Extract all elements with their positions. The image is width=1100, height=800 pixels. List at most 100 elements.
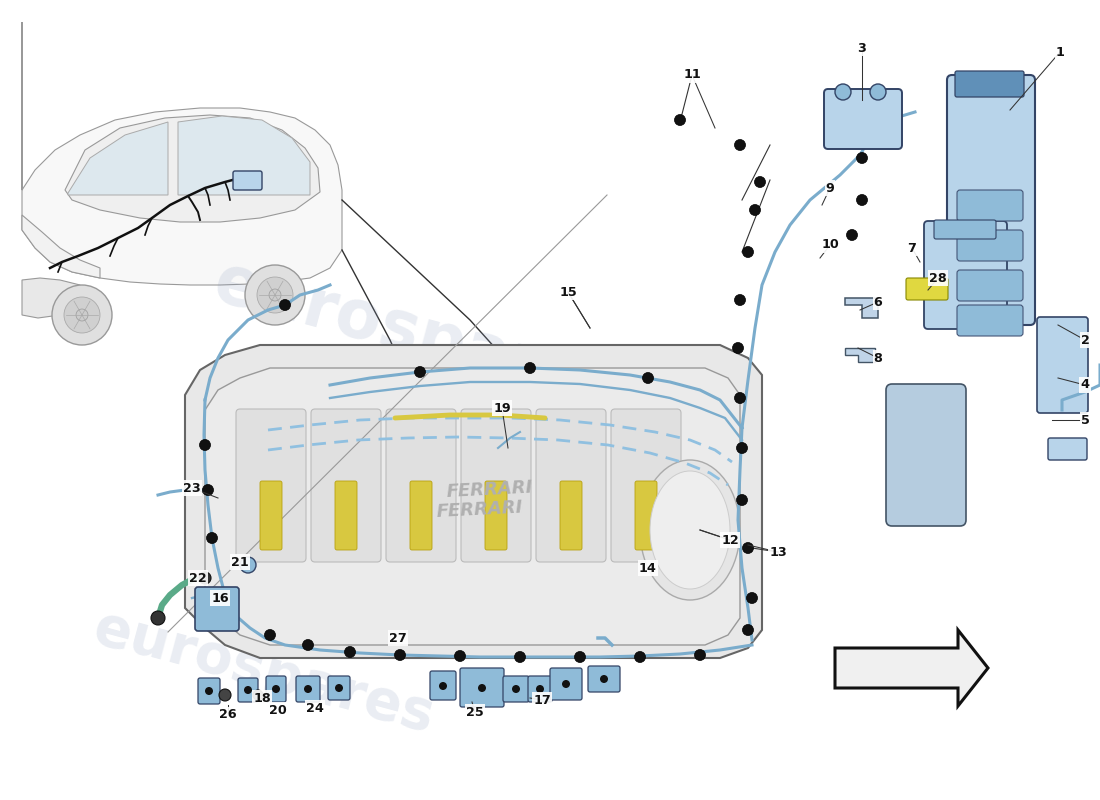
Circle shape <box>478 684 486 692</box>
Circle shape <box>199 572 211 584</box>
Circle shape <box>512 685 520 693</box>
Polygon shape <box>65 115 320 222</box>
Circle shape <box>207 533 218 543</box>
Circle shape <box>302 639 313 650</box>
FancyBboxPatch shape <box>957 190 1023 221</box>
Text: 18: 18 <box>253 691 271 705</box>
FancyBboxPatch shape <box>957 305 1023 336</box>
FancyBboxPatch shape <box>503 676 529 702</box>
Polygon shape <box>185 345 762 658</box>
Circle shape <box>847 230 858 241</box>
Text: eurospares: eurospares <box>88 601 440 743</box>
FancyBboxPatch shape <box>260 481 282 550</box>
Circle shape <box>835 84 851 100</box>
FancyBboxPatch shape <box>560 481 582 550</box>
FancyBboxPatch shape <box>588 666 620 692</box>
Circle shape <box>635 651 646 662</box>
Circle shape <box>515 651 526 662</box>
FancyBboxPatch shape <box>1048 438 1087 460</box>
Circle shape <box>336 684 343 692</box>
FancyBboxPatch shape <box>238 678 258 702</box>
FancyBboxPatch shape <box>266 676 286 702</box>
Text: 15: 15 <box>559 286 576 298</box>
Circle shape <box>272 685 280 693</box>
FancyBboxPatch shape <box>485 481 507 550</box>
Text: 6: 6 <box>873 295 882 309</box>
Circle shape <box>857 153 868 163</box>
Text: 7: 7 <box>908 242 916 254</box>
Text: 23: 23 <box>183 482 201 494</box>
Text: 10: 10 <box>821 238 839 251</box>
Text: 25: 25 <box>466 706 484 718</box>
FancyBboxPatch shape <box>906 278 948 300</box>
Circle shape <box>240 557 256 573</box>
Circle shape <box>245 265 305 325</box>
Circle shape <box>737 494 748 506</box>
Circle shape <box>694 650 705 661</box>
Circle shape <box>205 687 213 695</box>
Text: 12: 12 <box>722 534 739 546</box>
FancyBboxPatch shape <box>296 676 320 702</box>
FancyBboxPatch shape <box>824 89 902 149</box>
Polygon shape <box>22 22 342 285</box>
Circle shape <box>64 297 100 333</box>
Circle shape <box>244 686 252 694</box>
Circle shape <box>304 685 312 693</box>
Text: eurospares: eurospares <box>206 474 630 646</box>
Text: 21: 21 <box>231 555 249 569</box>
Text: 5: 5 <box>1080 414 1089 426</box>
Circle shape <box>525 362 536 374</box>
Polygon shape <box>205 368 740 645</box>
FancyBboxPatch shape <box>947 75 1035 325</box>
Circle shape <box>536 685 544 693</box>
Circle shape <box>735 393 746 403</box>
Text: 24: 24 <box>306 702 323 714</box>
FancyBboxPatch shape <box>957 230 1023 261</box>
Polygon shape <box>22 215 100 278</box>
Circle shape <box>395 650 406 661</box>
Circle shape <box>415 366 426 378</box>
FancyBboxPatch shape <box>236 409 306 562</box>
FancyBboxPatch shape <box>934 220 996 239</box>
Circle shape <box>747 593 758 603</box>
Polygon shape <box>22 278 80 318</box>
Circle shape <box>735 294 746 306</box>
Text: 17: 17 <box>534 694 551 706</box>
Circle shape <box>755 177 766 187</box>
FancyBboxPatch shape <box>528 676 552 702</box>
Polygon shape <box>845 348 875 362</box>
Text: 26: 26 <box>219 709 236 722</box>
FancyBboxPatch shape <box>957 270 1023 301</box>
Circle shape <box>199 439 210 450</box>
FancyBboxPatch shape <box>610 409 681 562</box>
Circle shape <box>257 277 293 313</box>
Circle shape <box>344 646 355 658</box>
Circle shape <box>735 139 746 150</box>
Text: 2: 2 <box>1080 334 1089 346</box>
Circle shape <box>749 205 760 215</box>
FancyBboxPatch shape <box>461 409 531 562</box>
Circle shape <box>253 690 263 700</box>
FancyBboxPatch shape <box>233 171 262 190</box>
FancyBboxPatch shape <box>311 409 381 562</box>
Text: 27: 27 <box>389 631 407 645</box>
Text: 19: 19 <box>493 402 510 414</box>
Circle shape <box>857 194 868 206</box>
FancyBboxPatch shape <box>386 409 456 562</box>
Text: FERRARI: FERRARI <box>437 498 524 522</box>
Circle shape <box>574 651 585 662</box>
Circle shape <box>742 246 754 258</box>
Circle shape <box>642 373 653 383</box>
Circle shape <box>600 675 608 683</box>
Text: 14: 14 <box>639 562 657 574</box>
FancyBboxPatch shape <box>635 481 657 550</box>
Circle shape <box>674 114 685 126</box>
Circle shape <box>76 309 88 321</box>
FancyBboxPatch shape <box>550 668 582 700</box>
Circle shape <box>742 542 754 554</box>
Circle shape <box>439 682 447 690</box>
Polygon shape <box>835 630 988 706</box>
Circle shape <box>52 285 112 345</box>
FancyBboxPatch shape <box>195 587 239 631</box>
Circle shape <box>279 299 290 310</box>
